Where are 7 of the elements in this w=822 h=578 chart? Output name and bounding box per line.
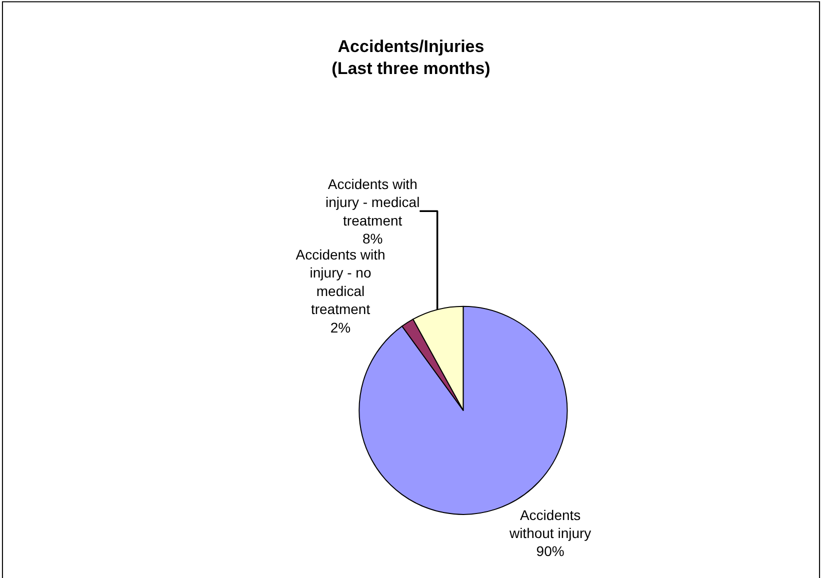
data-label: 2% — [330, 319, 351, 336]
data-label: 90% — [536, 543, 564, 560]
data-label: 8% — [362, 230, 383, 246]
chart-title: Accidents/Injuries (Last three months) — [332, 37, 490, 78]
slice-label: Accidents with injury - medical treatment — [326, 176, 420, 228]
slice-label: Accidents with injury - no medical treatment — [296, 246, 386, 318]
slice-label: Accidents without injury — [508, 506, 592, 542]
